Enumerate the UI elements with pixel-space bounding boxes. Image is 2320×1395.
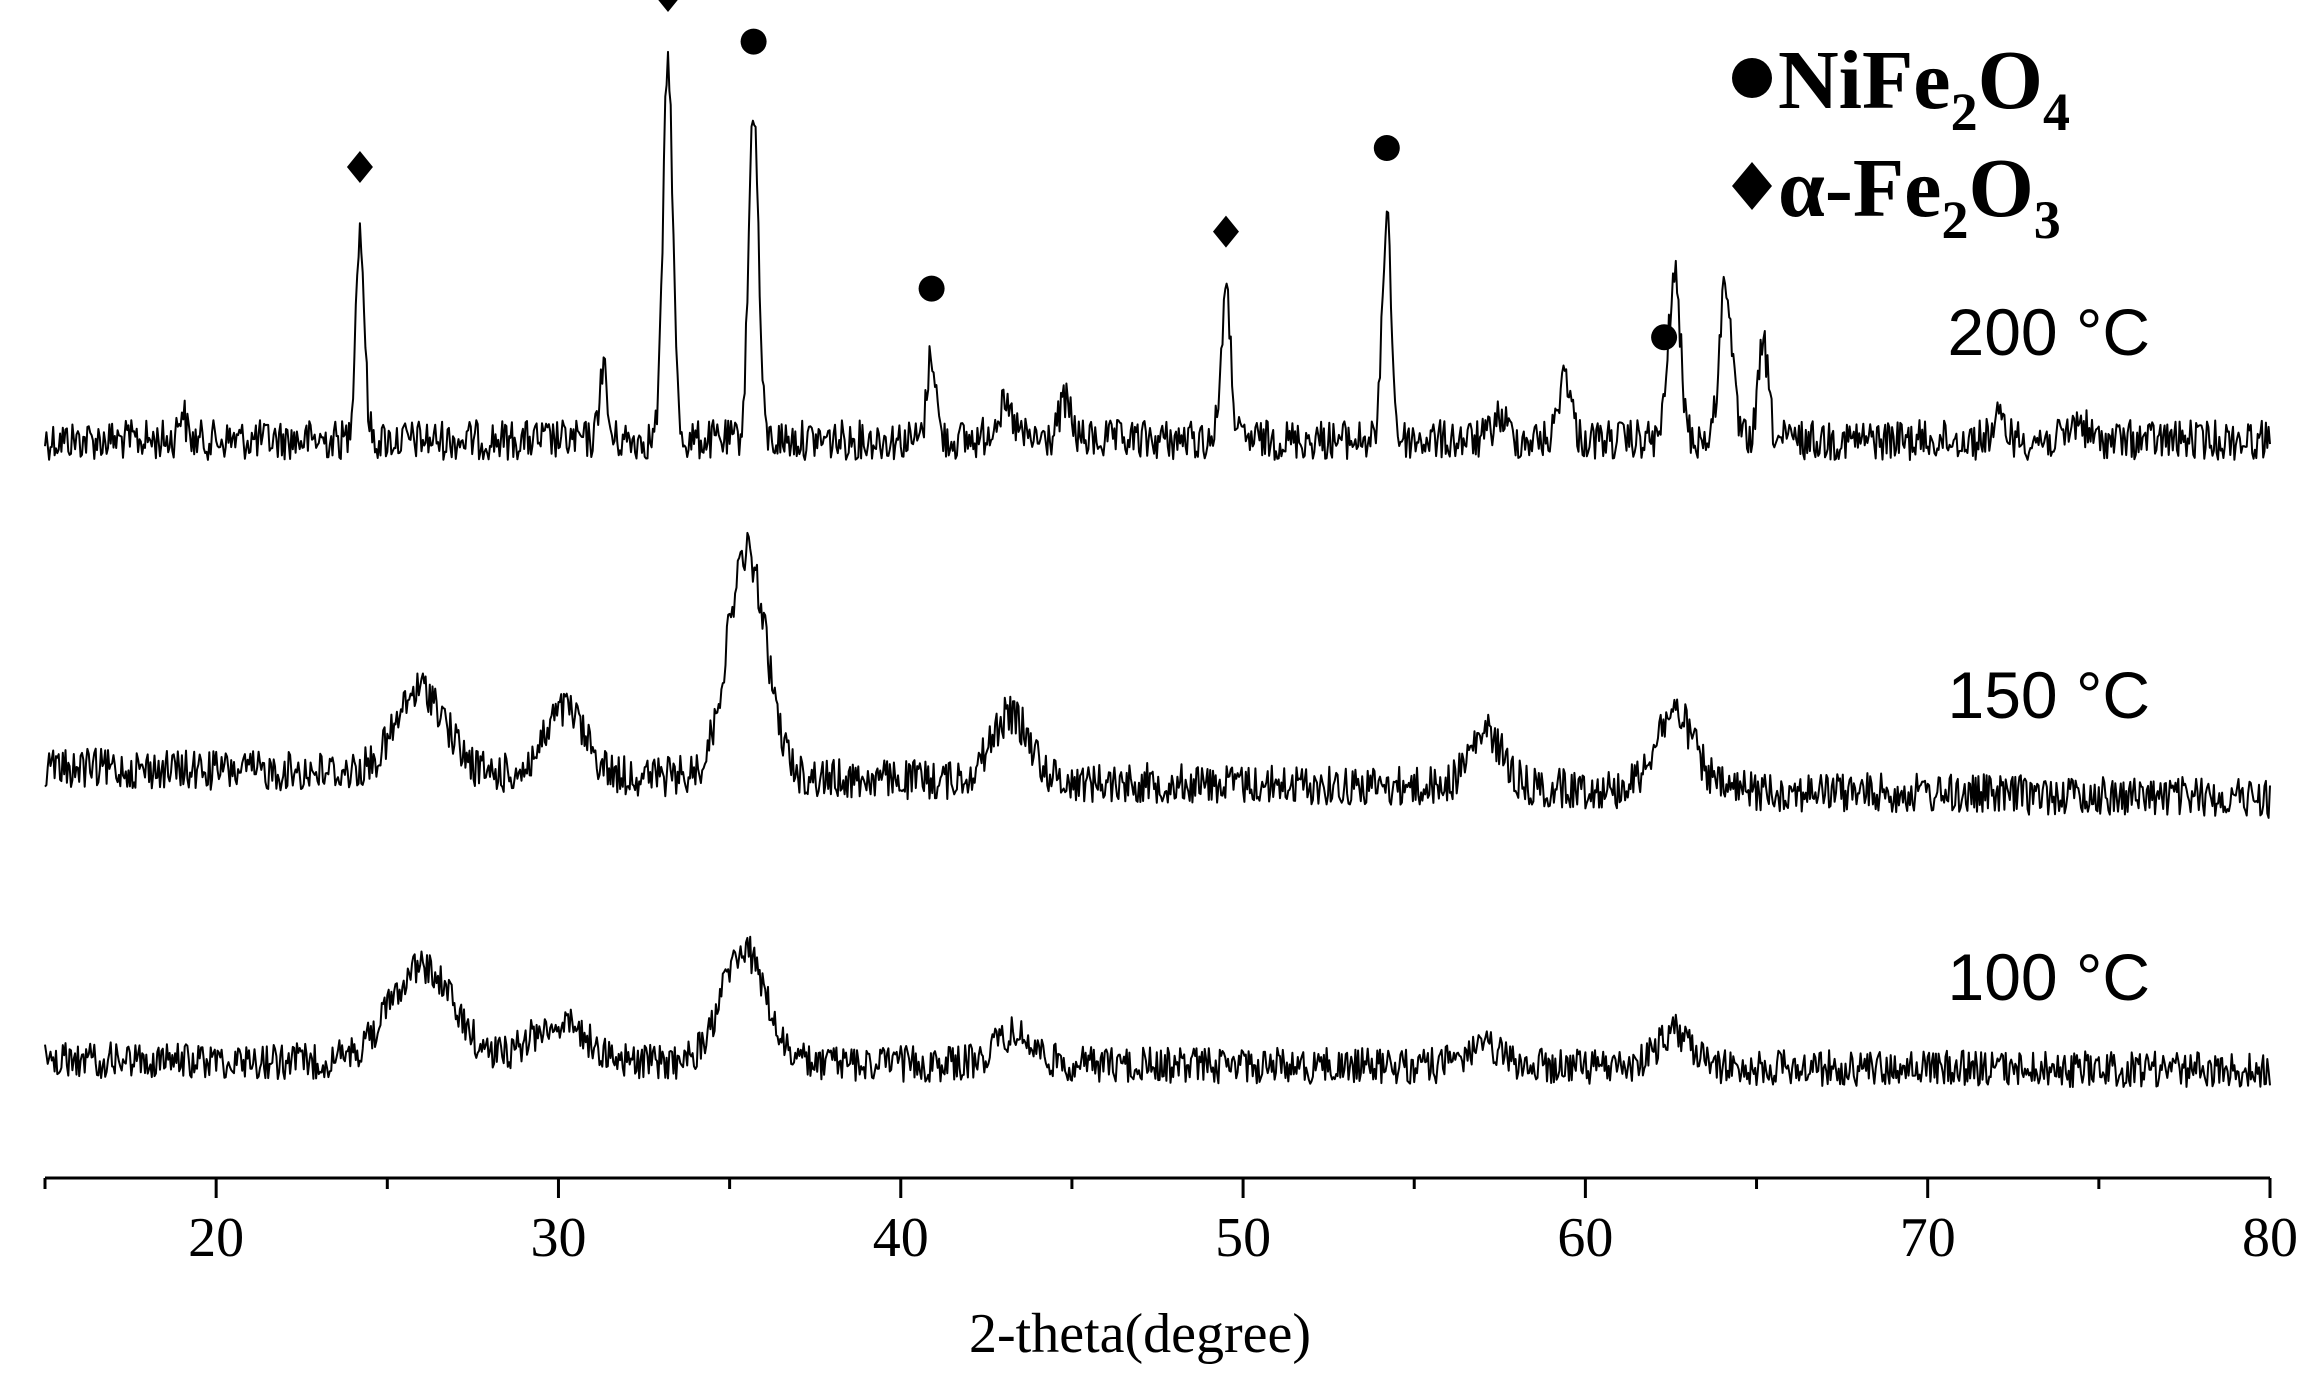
legend: NiFe2O4 α-Fe2O3 [1732, 34, 2070, 250]
x-tick-label-70: 70 [1900, 1207, 1956, 1269]
legend-alpha-fe2o3-part-3: O [1968, 142, 2033, 235]
legend-nife2o4-part-1: NiFe [1778, 34, 1951, 127]
legend-alpha-fe2o3-part-2: 2 [1941, 190, 1968, 250]
legend-nife2o4-part-4: 4 [2043, 82, 2070, 142]
legend-nife2o4-part-3: O [1978, 34, 2043, 127]
x-tick-label-20: 20 [188, 1207, 244, 1269]
peak-markers-layer [346, 0, 1678, 351]
peak-marker-circle-6 [1373, 135, 1400, 161]
legend-label-nife2o4: NiFe2O4 [1778, 34, 2070, 142]
peak-marker-circle-3 [740, 28, 767, 55]
x-axis: 20 30 40 50 60 70 80 [43, 1176, 2298, 1269]
peak-marker-diamond-2 [658, 0, 678, 12]
peak-marker-diamond-5 [1212, 215, 1239, 248]
legend-item-alpha-fe2o3: α-Fe2O3 [1732, 142, 2061, 250]
x-axis-label: 2-theta(degree) [969, 1303, 1311, 1365]
x-tick-label-80: 80 [2242, 1207, 2298, 1269]
legend-label-alpha-fe2o3: α-Fe2O3 [1778, 142, 2061, 250]
trace-1 [44, 50, 2271, 461]
legend-item-nife2o4: NiFe2O4 [1732, 34, 2070, 142]
peak-marker-circle-4 [918, 275, 945, 302]
x-tick-label-40: 40 [873, 1207, 929, 1269]
legend-alpha-fe2o3-part-1: α-Fe [1778, 142, 1941, 235]
series-label-2: 150 °C [1947, 658, 2150, 732]
x-tick-label-60: 60 [1557, 1207, 1613, 1269]
legend-alpha-fe2o3-part-4: 3 [2034, 190, 2061, 250]
peak-marker-diamond-1 [346, 151, 373, 183]
trace-3 [44, 935, 2271, 1088]
legend-diamond-marker [1732, 162, 1772, 210]
series-label-1: 200 °C [1947, 295, 2150, 369]
x-tick-label-30: 30 [530, 1207, 586, 1269]
traces-layer [44, 50, 2271, 1088]
trace-2 [44, 531, 2271, 819]
legend-nife2o4-part-2: 2 [1951, 82, 1978, 142]
series-labels-layer: 200 °C 150 °C 100 °C [1947, 295, 2150, 1014]
series-label-3: 100 °C [1947, 940, 2150, 1014]
peak-marker-circle-7 [1651, 324, 1678, 351]
legend-circle-marker [1732, 58, 1772, 98]
x-tick-label-50: 50 [1215, 1207, 1271, 1269]
